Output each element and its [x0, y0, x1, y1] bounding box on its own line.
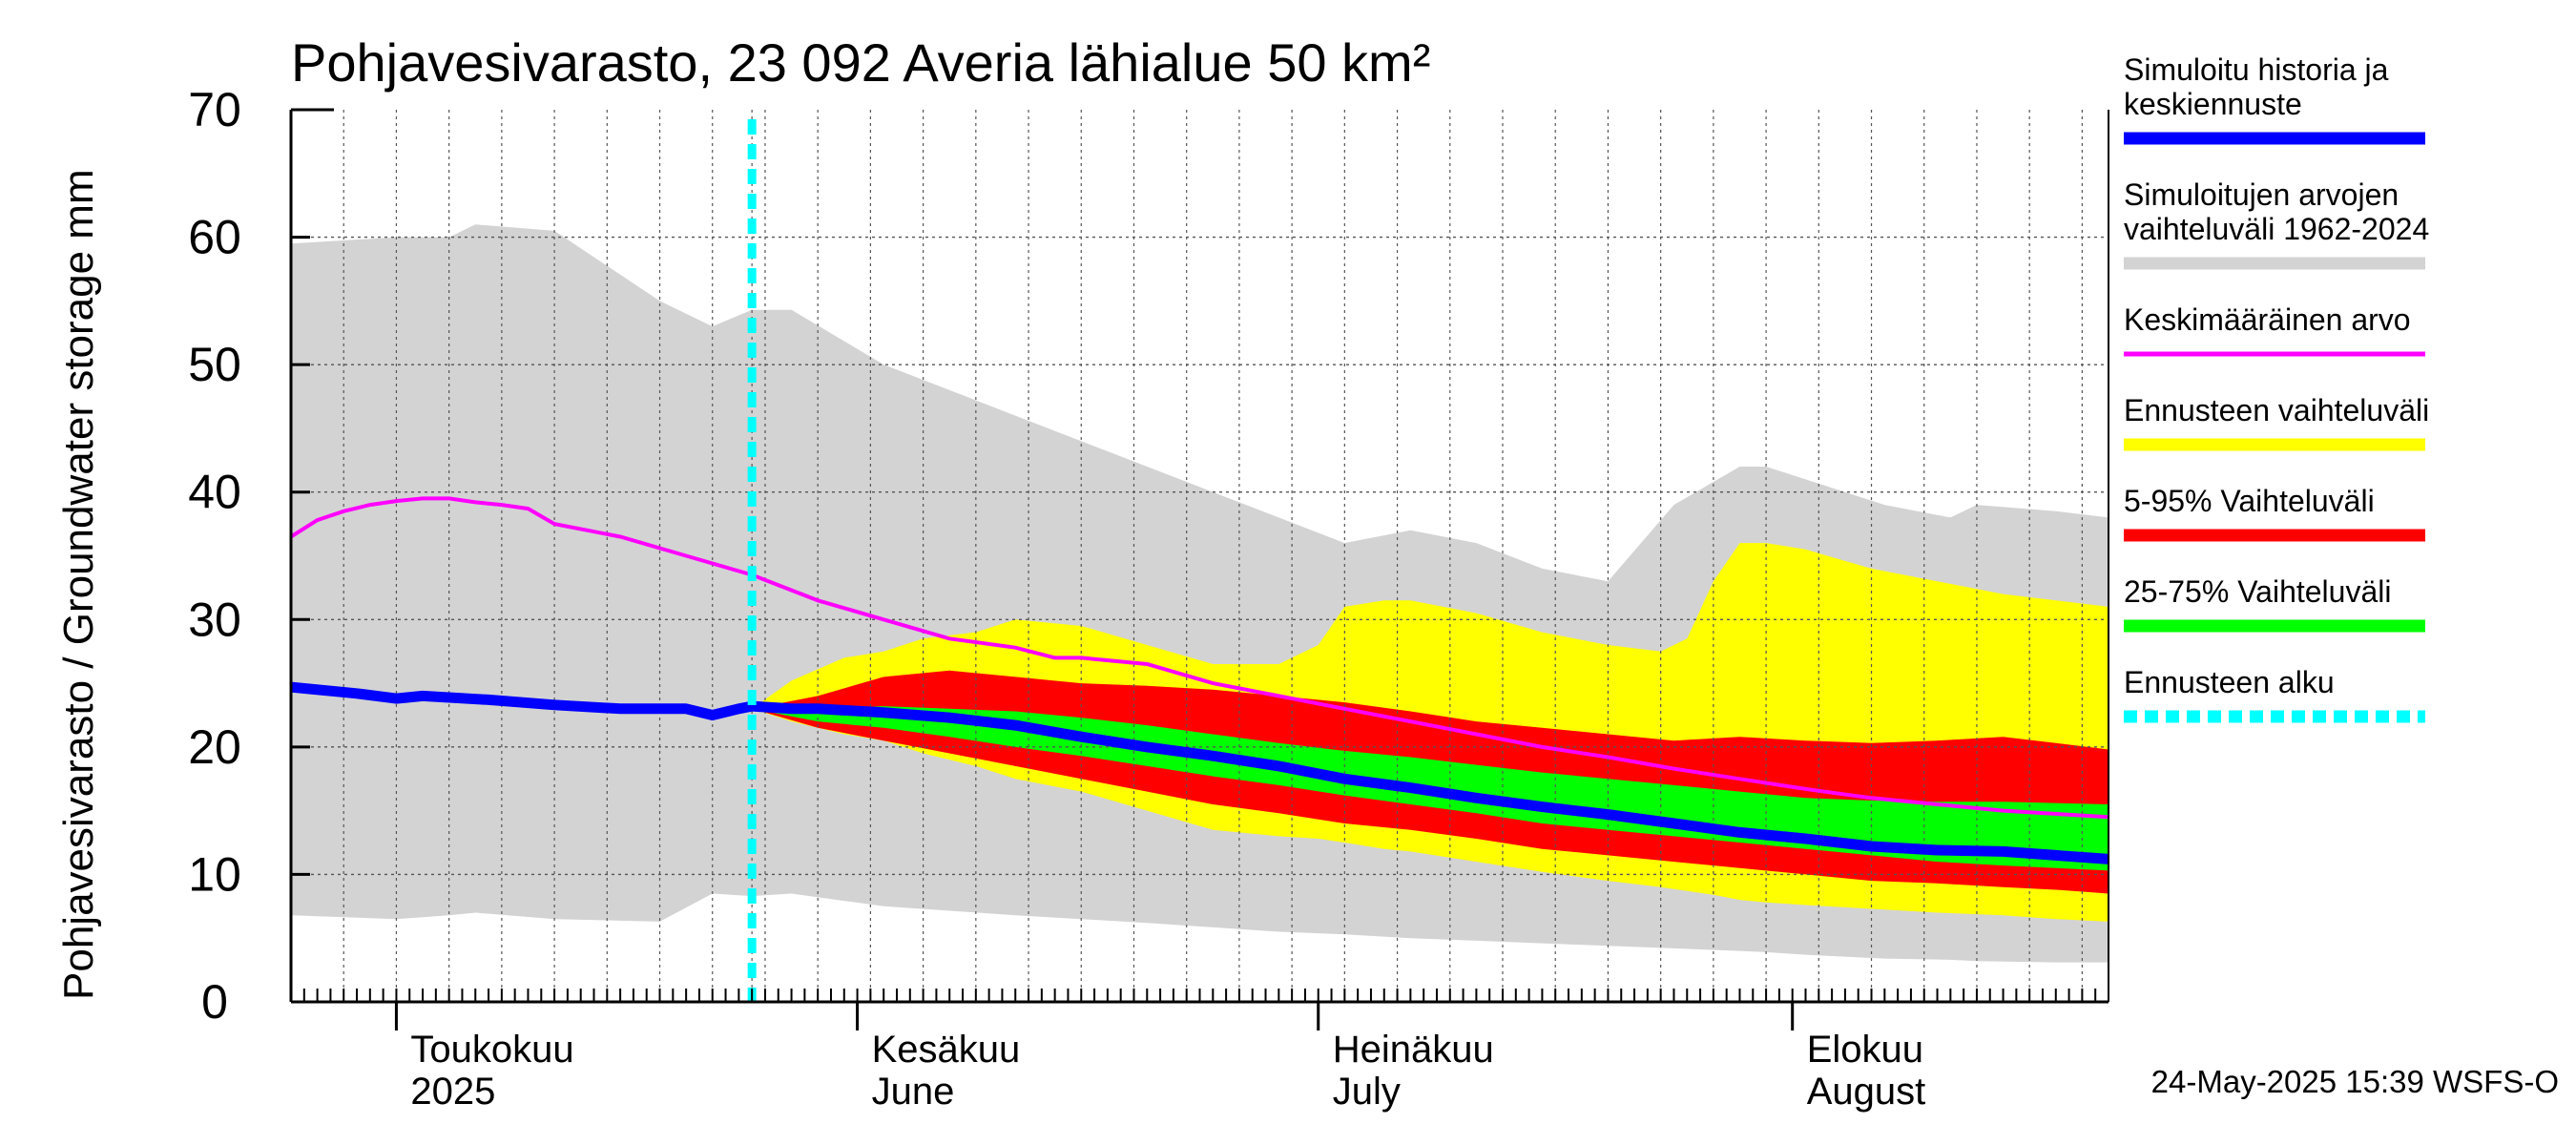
legend-label: 5-95% Vaihteluväli: [2124, 484, 2375, 518]
legend-label: 25-75% Vaihteluväli: [2124, 574, 2391, 609]
x-month-sublabel: August: [1807, 1071, 1926, 1113]
y-tick-label: 0: [201, 975, 228, 1029]
y-tick-label: 30: [188, 593, 241, 646]
y-tick-label: 60: [188, 211, 241, 264]
y-axis-label: Pohjavesivarasto / Groundwater storage m…: [55, 169, 102, 1000]
legend-label: Ennusteen alku: [2124, 665, 2335, 699]
legend-label: Keskimääräinen arvo: [2124, 302, 2411, 337]
y-tick-label: 20: [188, 720, 241, 774]
x-month-label: Kesäkuu: [872, 1029, 1021, 1071]
x-month-label: Elokuu: [1807, 1029, 1923, 1071]
x-month-label: Heinäkuu: [1333, 1029, 1494, 1071]
footer-timestamp: 24-May-2025 15:39 WSFS-O: [2151, 1064, 2559, 1099]
legend-label: Simuloitu historia ja: [2124, 52, 2389, 87]
chart-title: Pohjavesivarasto, 23 092 Averia lähialue…: [291, 32, 1430, 93]
x-month-sublabel: July: [1333, 1071, 1401, 1113]
legend-label: Simuloitujen arvojen: [2124, 177, 2399, 212]
y-tick-label: 50: [188, 338, 241, 391]
bands-layer: [291, 224, 2109, 963]
lines-layer: [289, 119, 2109, 1002]
grid-layer: [291, 110, 2109, 1002]
legend-label: keskiennuste: [2124, 87, 2302, 121]
x-month-label: Toukokuu: [410, 1029, 573, 1071]
legend-label: vaihteluväli 1962-2024: [2124, 212, 2429, 246]
y-tick-label: 40: [188, 466, 241, 519]
y-tick-label: 10: [188, 847, 241, 901]
y-tick-label: 70: [188, 83, 241, 136]
mean-line: [289, 496, 2109, 820]
median-forecast-line: [290, 681, 2109, 864]
legend-label: Ennusteen vaihteluväli: [2124, 393, 2429, 427]
x-month-sublabel: June: [872, 1071, 955, 1113]
x-month-sublabel: 2025: [410, 1071, 495, 1113]
